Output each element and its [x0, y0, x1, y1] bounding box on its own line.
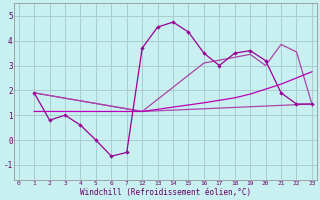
X-axis label: Windchill (Refroidissement éolien,°C): Windchill (Refroidissement éolien,°C): [80, 188, 251, 197]
